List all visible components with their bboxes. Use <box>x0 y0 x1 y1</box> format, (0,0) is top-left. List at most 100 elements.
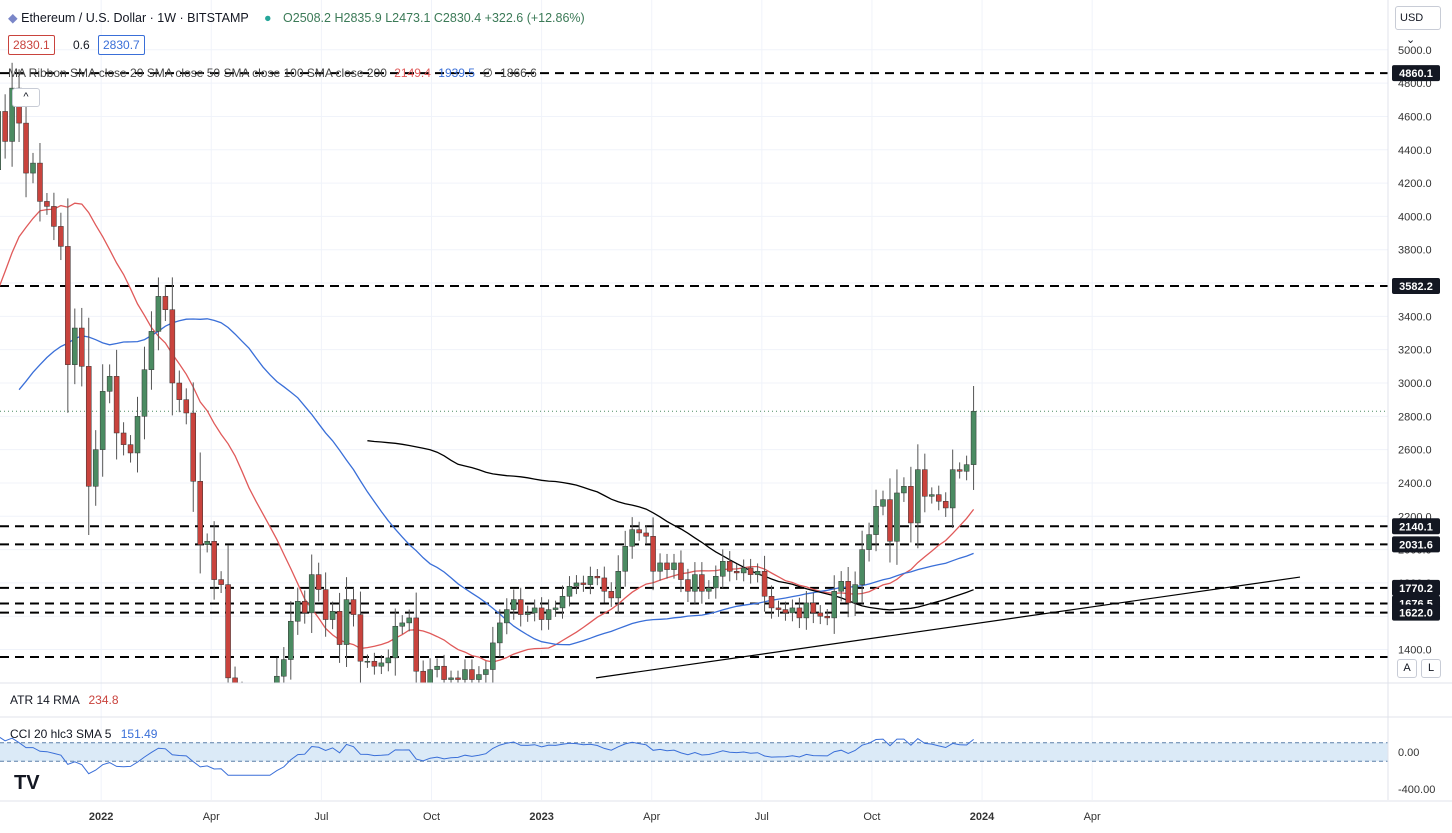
candle <box>768 585 775 619</box>
candle-body <box>134 416 141 454</box>
candle <box>79 307 85 387</box>
candle-body <box>789 607 796 614</box>
price-tick-label: 3000.0 <box>1398 378 1432 390</box>
ma-ribbon-legend[interactable]: MA Ribbon SMA close 20 SMA close 50 SMA … <box>8 66 537 80</box>
atr-value: 234.8 <box>88 693 119 707</box>
candle-body <box>406 617 412 624</box>
ohlc-open: O2508.2 <box>283 11 331 25</box>
candle-body <box>99 391 106 450</box>
candle <box>106 364 113 404</box>
cci-tick-label: -400.00 <box>1398 784 1435 796</box>
candle <box>970 385 977 490</box>
candle <box>301 590 308 624</box>
candle <box>859 530 865 604</box>
atr-legend[interactable]: ATR 14 RMA 234.8 <box>10 693 119 707</box>
candle-body <box>476 674 482 680</box>
candle-body <box>288 620 294 660</box>
candle <box>211 521 217 600</box>
candle <box>148 311 155 390</box>
spread-value: 0.6 <box>73 38 90 52</box>
candle <box>504 598 510 635</box>
candle-body <box>225 584 231 679</box>
candle-body <box>699 574 705 592</box>
candle-body <box>204 541 210 545</box>
ask-price-button[interactable]: 2830.7 <box>98 35 145 55</box>
cci-line <box>0 736 974 776</box>
price-tick-label: 4800.0 <box>1398 78 1432 90</box>
candle-body <box>85 366 92 487</box>
svg-text:TV: TV <box>14 772 40 794</box>
price-tick-label: 5000.0 <box>1398 45 1432 57</box>
candle <box>650 517 656 591</box>
candle <box>929 487 935 504</box>
candle-body <box>594 576 601 579</box>
cci-legend[interactable]: CCI 20 hlc3 SMA 5 151.49 <box>10 727 157 741</box>
level-label-bg <box>1392 579 1440 596</box>
auto-scale-button[interactable]: A <box>1397 659 1417 678</box>
candle-body <box>364 660 371 663</box>
candle-body <box>747 567 754 575</box>
candle <box>190 382 197 512</box>
candle-body <box>754 571 761 575</box>
candle <box>183 388 190 425</box>
log-scale-button[interactable]: L <box>1421 659 1441 678</box>
candle <box>831 575 837 634</box>
candle-body <box>685 579 691 592</box>
sma20-line <box>0 202 975 663</box>
symbol-header[interactable]: ◆ Ethereum / U.S. Dollar · 1W · BITSTAMP… <box>8 10 585 25</box>
candle <box>0 111 1 171</box>
candle <box>85 317 92 535</box>
candle <box>357 591 364 683</box>
price-tick-label: 2600.0 <box>1398 445 1432 457</box>
candle <box>197 452 203 574</box>
candle <box>713 565 719 599</box>
collapse-legend-button[interactable]: ^ <box>12 88 40 107</box>
candle-body <box>831 591 837 619</box>
candle-body <box>545 609 552 620</box>
candle-body <box>281 659 287 677</box>
candle-body <box>517 599 524 615</box>
candle-body <box>935 494 942 502</box>
candle-body <box>336 610 343 645</box>
candle-body <box>915 469 921 524</box>
candle-body <box>622 546 628 572</box>
candle <box>559 585 566 619</box>
candle-body <box>274 675 280 683</box>
candle-body <box>322 589 329 620</box>
candle-body <box>0 111 1 171</box>
moving-averages <box>0 202 1301 679</box>
candle <box>315 562 322 602</box>
candle-body <box>824 615 831 619</box>
candle <box>824 608 831 626</box>
candle <box>364 654 371 668</box>
candle <box>476 666 482 683</box>
time-tick-label: Apr <box>203 811 220 823</box>
candle <box>580 575 587 592</box>
level-label: 1622.0 <box>1399 608 1433 620</box>
price-tick-label: 2800.0 <box>1398 411 1432 423</box>
candle-body <box>538 607 545 620</box>
candle <box>497 609 503 657</box>
level-label: 2140.1 <box>1399 521 1433 533</box>
price-tick-label: 4000.0 <box>1398 211 1432 223</box>
trend-line <box>595 576 1301 679</box>
candle <box>371 652 378 675</box>
candle <box>740 559 747 582</box>
candle <box>636 521 642 541</box>
candle <box>288 601 294 680</box>
candle-body <box>949 469 956 509</box>
candle-body <box>664 562 670 570</box>
currency-selector[interactable]: USD ⌄ <box>1395 6 1441 46</box>
candle <box>699 562 705 604</box>
candle <box>253 683 258 704</box>
bid-price-button[interactable]: 2830.1 <box>8 35 55 55</box>
candle-body <box>929 494 935 497</box>
candle <box>949 449 956 529</box>
candle-body <box>120 432 127 445</box>
candle <box>308 554 315 633</box>
ma200-value: 1866.6 <box>500 66 537 80</box>
candle-body <box>183 399 190 414</box>
candle-body <box>970 411 977 465</box>
